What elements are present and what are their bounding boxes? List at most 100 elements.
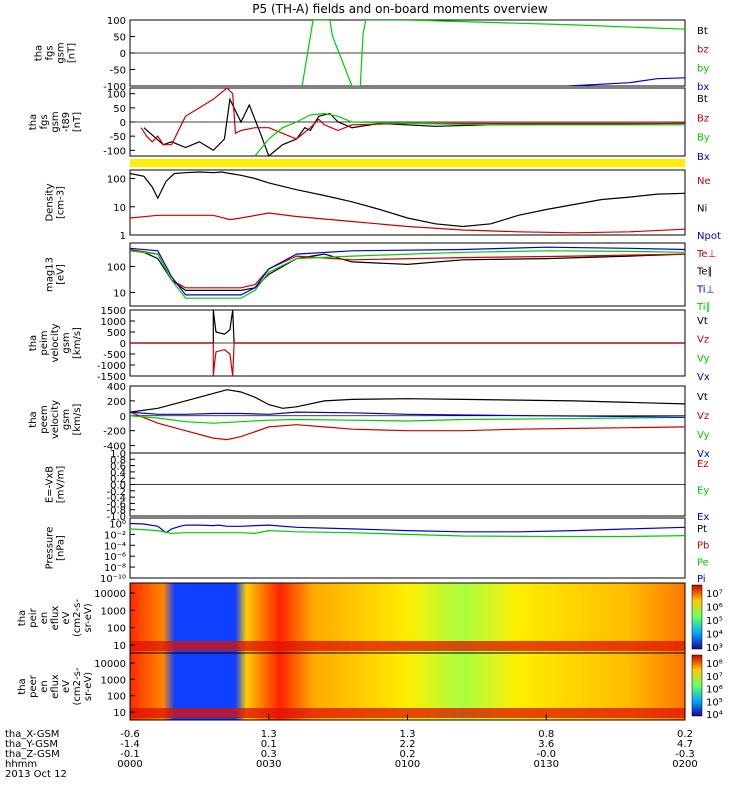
x-row-label: tha_Z-GSM	[5, 749, 60, 760]
legend-label: Bt	[697, 94, 708, 105]
y-tick-label: 1000	[101, 675, 126, 686]
y-tick-label: 0.6	[110, 462, 126, 473]
legend-label: Vx	[697, 449, 710, 460]
y-axis-label: gsm	[50, 111, 61, 132]
legend-label: Vz	[697, 335, 709, 346]
legend-label: Npot	[697, 231, 721, 242]
y-axis-label: eflux	[50, 674, 61, 699]
legend-label: By	[697, 133, 710, 144]
legend-label: bx	[697, 82, 709, 93]
y-axis-label: [nPa]	[56, 535, 67, 561]
y-axis-label: sr-eV)	[83, 603, 94, 632]
x-axis-labels: tha_X-GSM -0.6 1.3 1.3 0.8 0.2 tha_Y-GSM -1.4 0.…	[5, 714, 698, 780]
colorbar-label: 10⁴	[706, 710, 723, 721]
y-tick-label: -100	[103, 82, 126, 93]
y-tick-label: 400	[107, 382, 126, 393]
legend-label: Ti⊥	[696, 284, 714, 295]
y-tick-label: 100	[107, 16, 126, 27]
y-axis-label: peem	[39, 405, 50, 433]
y-tick-label: 10	[113, 203, 126, 214]
y-tick-label: -400	[103, 442, 126, 453]
series-pe	[130, 528, 685, 538]
legend-label: Ez	[697, 459, 709, 470]
legend-label: Ex	[697, 512, 709, 523]
x-row-value: 2.2	[400, 739, 416, 750]
y-axis-label: tha	[17, 610, 28, 626]
x-row-value: 0130	[534, 759, 559, 770]
panel-frame	[129, 242, 686, 307]
legend-label: Pt	[697, 524, 707, 535]
date-label: 2013 Oct 12	[5, 769, 67, 780]
panel-5: 400 200 0 -200 -400 Vt Vz Vy Vx tha peem velocity gs…	[28, 382, 710, 460]
y-tick-label: 0	[120, 339, 126, 350]
colorbar-label: 10⁶	[706, 603, 723, 614]
colorbar-label: 10⁵	[706, 697, 723, 708]
legend-label: Bx	[697, 152, 710, 163]
series-vz	[130, 411, 685, 441]
series-vt	[130, 389, 685, 413]
series-te⊥	[130, 248, 685, 289]
y-tick-label: -100	[103, 146, 126, 157]
y-tick-label: -1500	[97, 372, 126, 383]
y-tick-label: 200	[107, 397, 126, 408]
panel-frame	[129, 517, 686, 579]
series-red	[140, 88, 685, 146]
series-ti∥	[130, 250, 685, 299]
panel-6: 1.00.80.60.40.20.0-0.2-0.4-0.6-0.8-1.0 Ez…	[45, 449, 710, 523]
y-axis-label: [eV]	[56, 264, 67, 285]
y-tick-label: -0.8	[106, 506, 126, 517]
y-tick-label: -0.4	[106, 493, 126, 504]
y-tick-label: -0.6	[106, 499, 126, 510]
panel-frame	[129, 385, 686, 454]
y-axis-label: peim	[39, 330, 50, 355]
y-tick-label: -50	[110, 66, 126, 77]
series-ni	[130, 171, 685, 228]
legend-label: Pi	[697, 574, 706, 585]
y-tick-label: 1	[120, 231, 126, 242]
y-tick-label: 10	[113, 708, 126, 719]
colorbar-label: 10⁴	[706, 630, 723, 641]
x-row-value: -0.6	[120, 729, 140, 740]
y-axis-label: [cm-3]	[56, 186, 67, 219]
y-tick-label: 1500	[101, 306, 126, 317]
x-row-value: 0.1	[261, 739, 277, 750]
y-tick-label: 50	[113, 33, 126, 44]
y-tick-label: -0.2	[106, 487, 126, 498]
y-axis-label: (cm2-s-	[72, 599, 83, 637]
y-axis-label: gsm	[56, 42, 67, 63]
y-axis-label: [nT]	[72, 112, 83, 132]
y-tick-label: 0.2	[110, 474, 126, 485]
y-tick-label: -200	[103, 427, 126, 438]
x-row-value: 0.2	[677, 729, 693, 740]
series-te	[130, 250, 685, 291]
y-axis-label: en	[39, 612, 50, 625]
x-row-value: 0.2	[400, 749, 416, 760]
y-tick-label: 10⁻¹⁰	[100, 574, 126, 585]
y-tick-label: -500	[103, 350, 126, 361]
y-axis-label: tha	[28, 411, 39, 427]
x-row-value: 0.3	[261, 749, 277, 760]
y-tick-label: 1.0	[110, 449, 126, 460]
x-row-value: -0.1	[120, 749, 140, 760]
y-tick-label: 500	[107, 328, 126, 339]
y-axis-label: E=-VxB	[45, 466, 56, 503]
series-green	[254, 112, 685, 156]
series-ti⊥	[130, 246, 685, 296]
y-tick-label: 100	[107, 692, 126, 703]
series-ne	[130, 212, 685, 234]
x-row-value: 0100	[395, 759, 420, 770]
x-row-value: 1.3	[261, 729, 277, 740]
y-tick-label: 10000	[94, 659, 126, 670]
legend-label: Bt	[697, 26, 708, 37]
panel-8: 10⁷ 10⁶ 10⁵ 10⁴ 10³ 10000 1000 100 10 tha peir en ef…	[17, 582, 723, 654]
colorbar-label: 10³	[706, 643, 723, 654]
y-axis-label: (cm2-s-	[72, 667, 83, 705]
x-row-value: 1.3	[400, 729, 416, 740]
y-tick-label: 10⁻⁸	[104, 563, 126, 574]
y-axis-label: -t89	[61, 112, 72, 132]
x-row-value: 4.7	[677, 739, 693, 750]
y-axis-label: eV	[61, 611, 72, 624]
